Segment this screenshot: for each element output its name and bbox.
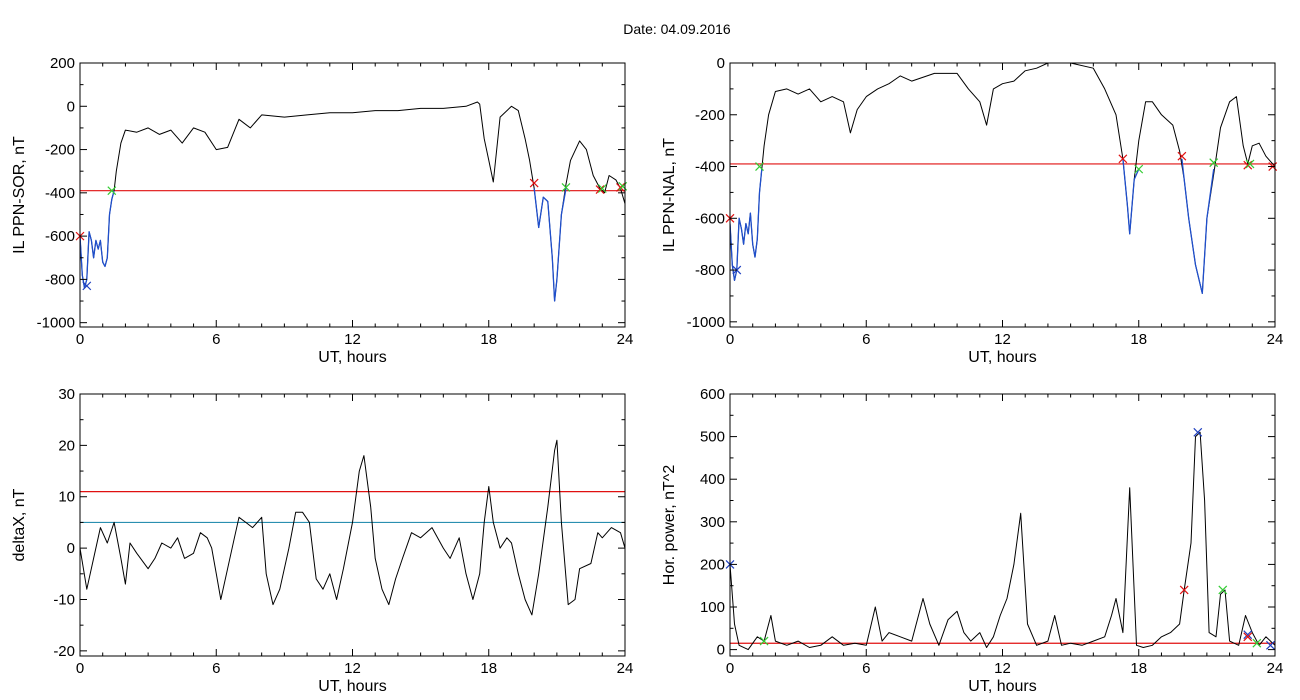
event-marker [759,636,769,646]
event-marker [529,178,539,188]
plot-frame [729,393,1276,657]
x-tick-label: 24 [1267,331,1284,348]
x-tick-label: 12 [994,331,1011,348]
event-marker [755,162,764,171]
event-marker [1118,154,1128,164]
event-marker [561,183,571,192]
x-axis-label: UT, hours [318,678,386,695]
y-tick-label: 0 [717,55,725,72]
event-marker [1252,638,1262,648]
panel-p3: 0 6 12 18 24 30 20 10 0 -10 -20 UT, hours deltaX, nT [11,386,633,695]
x-tick-label: 6 [212,331,220,348]
y-tick-label: 0 [67,540,75,557]
y-tick-label: 400 [700,471,725,488]
event-marker [597,184,607,193]
x-tick-label: 24 [1267,660,1284,677]
x-tick-label: 18 [480,660,497,677]
series-line [730,431,1275,651]
event-marker [1243,632,1253,642]
event-marker [1243,160,1253,170]
x-tick-label: 18 [1130,331,1147,348]
y-axis-label: Hor. power, nT^2 [661,465,678,586]
event-marker [1218,585,1228,595]
y-tick-label: -20 [53,643,75,660]
series-line [730,63,1275,294]
event-marker [1245,159,1255,169]
event-marker [82,281,92,291]
x-tick-label: 24 [617,331,634,348]
x-tick-label: 0 [76,331,84,348]
event-marker [616,183,625,192]
y-tick-label: 0 [67,98,75,115]
event-marker [1243,630,1253,640]
x-tick-label: 12 [344,331,361,348]
x-tick-label: 6 [862,660,870,677]
y-tick-label: 30 [58,386,75,403]
x-tick-label: 18 [1130,660,1147,677]
y-tick-label: 100 [700,599,725,616]
y-axis-label: IL PPN-NAL, nT [661,138,678,252]
event-marker [1134,164,1144,174]
highlight-segment [1122,158,1140,235]
event-marker [1266,640,1275,650]
event-marker [1177,151,1187,161]
x-tick-label: 18 [480,331,497,348]
x-tick-label: 24 [617,660,634,677]
y-tick-label: -10 [53,591,75,608]
x-tick-label: 0 [726,660,734,677]
y-tick-label: -400 [695,159,725,176]
x-axis-label: UT, hours [968,678,1036,695]
series-line [80,439,625,616]
x-tick-label: 6 [862,331,870,348]
plot-frame [79,393,626,657]
panel-p4: 0 6 12 18 24 600 500 400 300 200 100 0 UT, hours Hor.… [661,386,1283,695]
y-tick-label: -800 [45,271,75,288]
y-tick-label: -400 [45,185,75,202]
y-axis-label: IL PPN-SOR, nT [11,136,28,254]
plot-frame [729,62,1276,328]
figure-title: Date: 04.09.2016 [623,21,731,37]
y-tick-label: 10 [58,489,75,506]
x-tick-label: 0 [76,660,84,677]
x-tick-label: 6 [212,660,220,677]
event-marker [595,185,605,195]
highlight-segment [533,188,567,302]
x-tick-label: 0 [726,331,734,348]
y-tick-label: 300 [700,514,725,531]
y-tick-label: -1000 [37,315,75,332]
y-tick-label: -1000 [687,314,725,331]
y-tick-label: 500 [700,429,725,446]
y-tick-label: 20 [58,437,75,454]
y-tick-label: -600 [45,228,75,245]
y-tick-label: 200 [700,556,725,573]
y-tick-label: -200 [695,107,725,124]
highlight-segment [1181,158,1215,295]
y-tick-label: 200 [50,55,75,72]
y-tick-label: -800 [695,262,725,279]
panel-p2: 0 6 12 18 24 0 -200 -400 -600 -800 -1000 UT, hours I… [661,55,1283,366]
highlight-segment [80,190,115,289]
y-axis-label: deltaX, nT [11,488,28,561]
y-tick-label: -600 [695,210,725,227]
event-marker [1193,427,1203,437]
panel-p1: 0 6 12 18 24 200 0 -200 -400 -600 -800 -1000 UT, hou… [11,55,633,366]
highlight-segment [730,169,763,282]
event-marker [1209,158,1219,168]
x-tick-label: 12 [994,660,1011,677]
plot-frame [79,62,626,328]
y-tick-label: 600 [700,386,725,403]
event-marker [107,186,117,196]
event-marker [1179,585,1189,595]
x-axis-label: UT, hours [318,349,386,366]
y-tick-label: -200 [45,142,75,159]
y-tick-label: 0 [717,642,725,659]
x-tick-label: 12 [344,660,361,677]
x-axis-label: UT, hours [968,349,1036,366]
